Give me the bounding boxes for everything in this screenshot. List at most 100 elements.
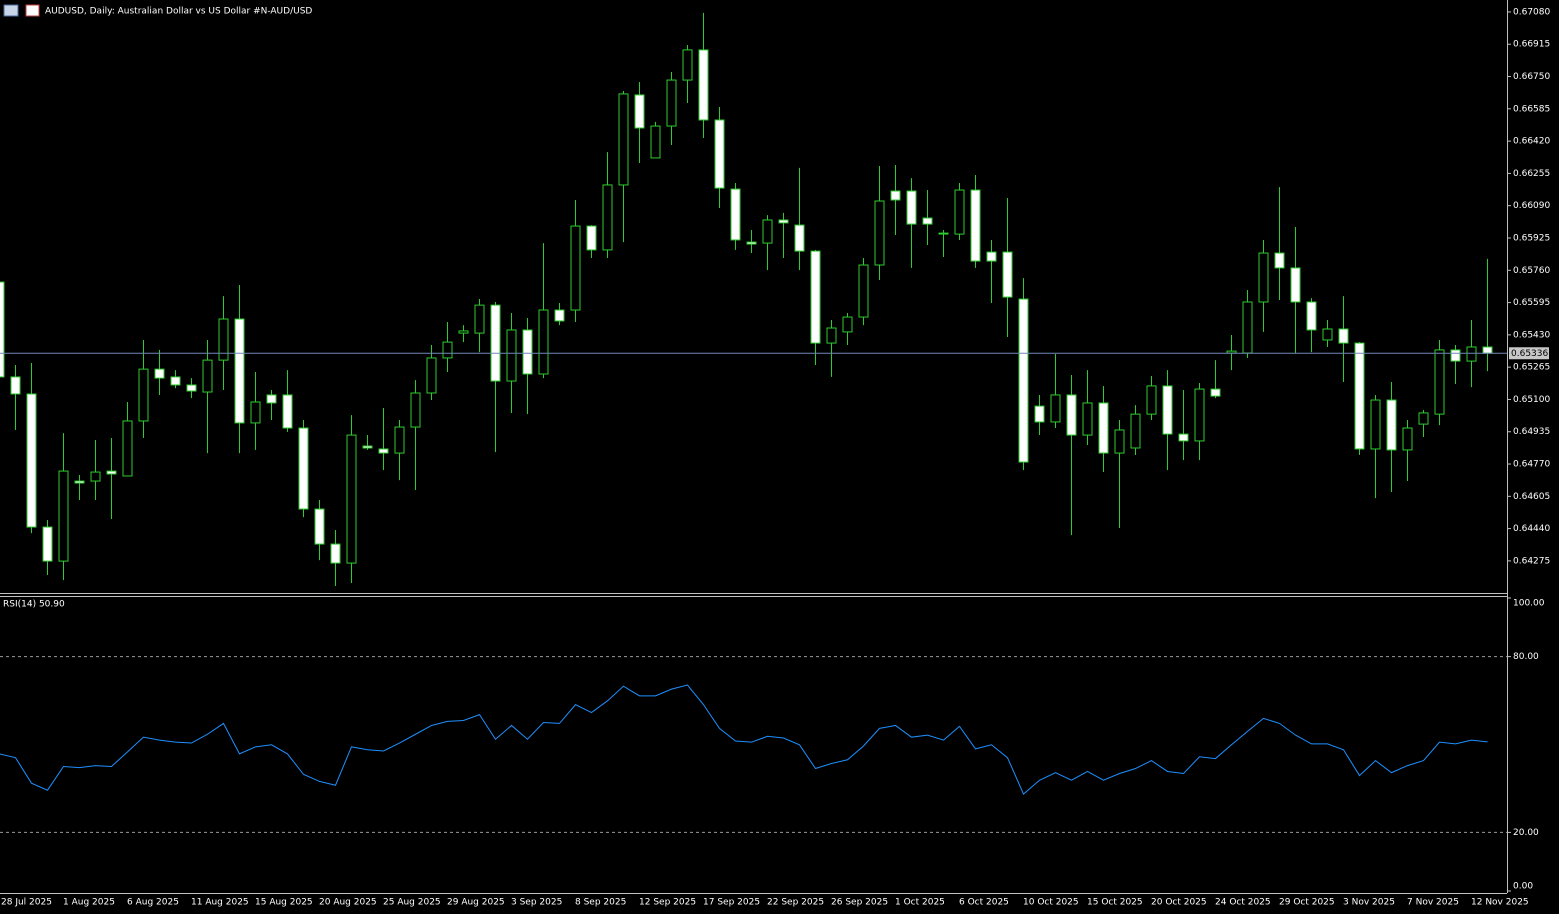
candle-body-up [826, 327, 837, 344]
candle-body-down [778, 219, 789, 224]
candle-body-down [234, 318, 245, 424]
candle-body-down [1306, 301, 1317, 331]
candle-body-up [842, 316, 853, 333]
y-tick-label: 0.66090 [1513, 201, 1550, 211]
candle-body-down [362, 445, 373, 449]
candle-body-down [378, 448, 389, 454]
candle-body-up [954, 189, 965, 235]
candle-body-down [890, 190, 901, 201]
x-tick-label: 6 Oct 2025 [959, 898, 1009, 908]
candle-body-down [26, 393, 37, 528]
candle-body-up [1370, 399, 1381, 450]
current-price-label: 0.65336 [1511, 349, 1548, 359]
y-tick-label: 0.65265 [1513, 363, 1550, 373]
candle-body-down [586, 225, 597, 251]
x-tick-label: 1 Aug 2025 [63, 898, 115, 908]
candle-body-up [1114, 429, 1125, 454]
y-tick-label: 0.65430 [1513, 330, 1550, 340]
candle-body-down [42, 526, 53, 562]
candle-body-down [330, 543, 341, 564]
x-tick-label: 12 Sep 2025 [639, 898, 696, 908]
candle-body-down [1290, 267, 1301, 303]
x-tick-label: 29 Aug 2025 [447, 898, 505, 908]
candle-body-down [906, 190, 917, 225]
x-tick-label: 22 Sep 2025 [767, 898, 824, 908]
candle-body-down [938, 232, 949, 235]
y-tick-label: 0.65760 [1513, 266, 1550, 276]
candle-body-up [874, 200, 885, 266]
toolbar-icons [3, 4, 40, 17]
candle-body-up [602, 184, 613, 251]
candle-body-up [1322, 328, 1333, 341]
x-tick-label: 7 Nov 2025 [1407, 898, 1459, 908]
x-tick-label: 29 Oct 2025 [1279, 898, 1335, 908]
candle-body-down [810, 250, 821, 344]
candle-body-down [154, 368, 165, 379]
rsi-line [0, 684, 1488, 795]
icon-list [3, 4, 19, 17]
candle-body-up [1050, 394, 1061, 423]
candle-body-up [1434, 349, 1445, 415]
candle-body-down [1210, 388, 1221, 397]
candle-body-down [634, 94, 645, 129]
candle-body-up [1402, 427, 1413, 451]
y-tick-label: 0.66420 [1513, 137, 1550, 147]
x-tick-label: 25 Aug 2025 [383, 898, 441, 908]
candle-body-down [714, 119, 725, 189]
candle-body-down [266, 394, 277, 404]
candle-body-up [682, 49, 693, 81]
y-tick-label: 0.65925 [1513, 233, 1550, 243]
candle-body-down [698, 49, 709, 121]
rsi-title: RSI(14) 50.90 [3, 600, 65, 610]
candle-body-up [1258, 252, 1269, 303]
x-tick-label: 11 Aug 2025 [191, 898, 249, 908]
candle-body-down [1338, 328, 1349, 344]
candle-body-up [426, 357, 437, 394]
y-tick-label: 0.64605 [1513, 492, 1550, 502]
y-tick-label: 0.64770 [1513, 460, 1550, 470]
current-price-tag [1509, 347, 1549, 360]
x-tick-label: 12 Nov 2025 [1471, 898, 1529, 908]
candle-body-down [1386, 399, 1397, 451]
candle-body-up [394, 426, 405, 454]
x-tick-label: 3 Sep 2025 [511, 898, 562, 908]
candle-body-down [74, 480, 85, 484]
y-tick-label: 100.00 [1513, 599, 1545, 609]
y-tick-label: 80.00 [1513, 652, 1539, 662]
y-tick-label: 0.66255 [1513, 169, 1550, 179]
candle-body-down [1274, 252, 1285, 269]
candle-body-up [1146, 385, 1157, 415]
y-tick-label: 0.64440 [1513, 524, 1550, 534]
candle-body-up [858, 264, 869, 318]
candle-body-down [1482, 346, 1493, 354]
candle-body-down [522, 329, 533, 375]
candle-body-down [922, 217, 933, 225]
candle-body-down [1098, 402, 1109, 454]
y-tick-label: 20.00 [1513, 828, 1539, 838]
candle-body-down [794, 224, 805, 252]
x-tick-label: 10 Oct 2025 [1023, 898, 1079, 908]
candle-body-down [0, 281, 5, 378]
y-tick-label: 0.65100 [1513, 395, 1550, 405]
candle-body-down [186, 384, 197, 392]
candle-body-up [442, 341, 453, 359]
x-tick-label: 3 Nov 2025 [1343, 898, 1395, 908]
candle-body-up [202, 359, 213, 393]
candle-body-up [218, 318, 229, 361]
x-tick-label: 28 Jul 2025 [1, 898, 52, 908]
candle-body-up [90, 471, 101, 482]
x-tick-label: 24 Oct 2025 [1215, 898, 1271, 908]
candle-body-down [1178, 433, 1189, 442]
x-tick-label: 1 Oct 2025 [895, 898, 945, 908]
candle-body-up [1194, 388, 1205, 442]
candle-body-down [746, 241, 757, 245]
candle-body-down [1018, 298, 1029, 463]
x-tick-label: 26 Sep 2025 [831, 898, 888, 908]
y-tick-label: 0.64275 [1513, 556, 1550, 566]
y-tick-label: 0.66915 [1513, 40, 1550, 50]
candle-body-down [106, 470, 117, 475]
candle-body-up [618, 93, 629, 186]
